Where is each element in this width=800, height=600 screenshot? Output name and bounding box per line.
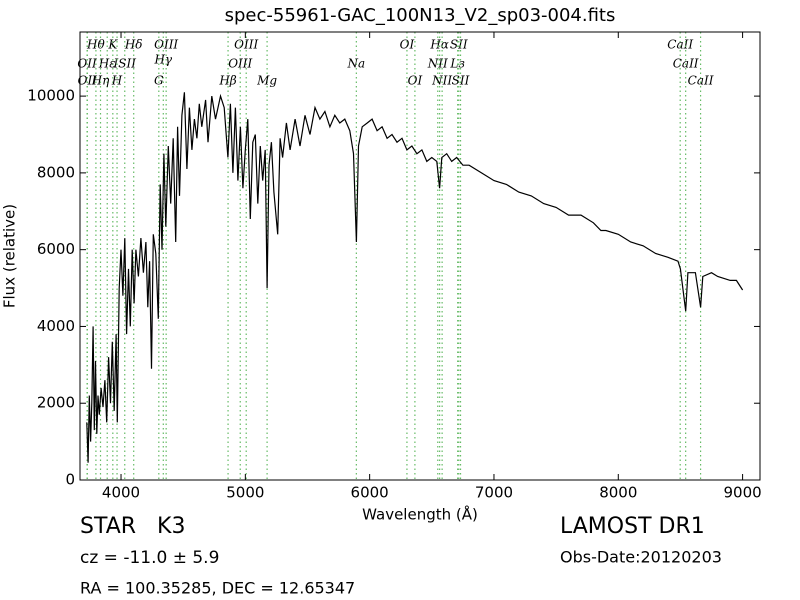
spectral-line-label: OIII xyxy=(154,38,178,52)
x-tick-label: 9000 xyxy=(724,484,762,502)
spectral-line-label: OI xyxy=(400,38,415,52)
spectral-line-label: ISII xyxy=(113,57,137,71)
spectral-line-label: Mg xyxy=(256,74,277,88)
spectral-line-label: NII xyxy=(431,74,452,88)
spectral-line-label: SII xyxy=(452,74,470,88)
spectral-line-label: K xyxy=(107,38,118,52)
survey-name: LAMOST DR1 xyxy=(560,514,705,539)
spectral-line-label: Hγ xyxy=(153,53,172,67)
x-tick-label: 8000 xyxy=(599,484,637,502)
spectral-line-label: Hε xyxy=(98,57,116,71)
y-tick-label: 0 xyxy=(65,471,75,489)
spectral-line-label: Lз xyxy=(449,57,465,71)
x-tick-label: 4000 xyxy=(102,484,140,502)
chart-title: spec-55961-GAC_100N13_V2_sp03-004.fits xyxy=(225,5,616,26)
x-tick-label: 7000 xyxy=(475,484,513,502)
spectral-line-label: Hη xyxy=(91,74,110,88)
redshift: cz = -11.0 ± 5.9 xyxy=(80,548,219,568)
spectral-line-label: OIII xyxy=(228,57,252,71)
y-tick-label: 6000 xyxy=(37,240,75,258)
spectral-line-label: G xyxy=(154,74,164,88)
spectral-line-label: CaII xyxy=(688,74,714,88)
spectral-line-label: SII xyxy=(450,38,468,52)
spectral-line-label: CaII xyxy=(673,57,699,71)
plot-frame xyxy=(79,31,761,481)
coordinates: RA = 100.35285, DEC = 12.65347 xyxy=(80,579,355,598)
spectral-line-label: OII xyxy=(78,74,98,88)
x-axis-label: Wavelength (Å) xyxy=(362,505,478,524)
spectral-line-label: OI xyxy=(408,74,423,88)
y-tick-label: 4000 xyxy=(37,317,75,335)
spectral-line-label: Hβ xyxy=(218,74,236,88)
y-tick-label: 10000 xyxy=(27,87,75,105)
spectral-line-label: Hδ xyxy=(124,38,143,52)
spectral-line-label: NII xyxy=(427,57,448,71)
object-class: STAR K3 xyxy=(80,514,185,539)
x-tick-label: 6000 xyxy=(351,484,389,502)
obs-date: Obs-Date:20120203 xyxy=(560,548,722,567)
spectral-line-label: CaII xyxy=(667,38,693,52)
spectral-line-label: H xyxy=(111,74,123,88)
spectral-line-label: Na xyxy=(347,57,366,71)
x-tick-label: 5000 xyxy=(226,484,264,502)
spectral-line-label: Hθ xyxy=(86,38,105,52)
y-tick-label: 8000 xyxy=(37,163,75,181)
spectral-line-label: Hα xyxy=(429,38,449,52)
y-axis-label: Flux (relative) xyxy=(1,204,19,308)
spectrum-line xyxy=(86,92,744,463)
spectral-line-label: OIII xyxy=(234,38,258,52)
y-tick-label: 2000 xyxy=(37,394,75,412)
